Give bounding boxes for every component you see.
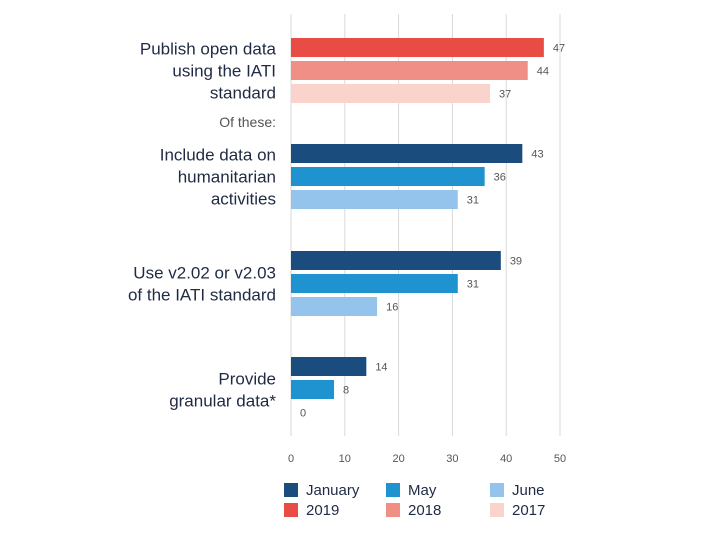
legend-label-june: June	[512, 481, 545, 499]
category-label-publish-open-data-line-2: using the IATI	[172, 62, 276, 81]
data-label-use-v2-02-or-v2-03-january: 39	[510, 256, 522, 268]
legend-item-2018: 2018	[386, 500, 441, 520]
legend: January May June 2019 2018 2017	[284, 480, 584, 524]
legend-swatch-january	[284, 483, 298, 497]
legend-label-may: May	[408, 481, 437, 499]
category-labels: Publish open data using the IATI standard I…	[128, 40, 277, 411]
data-label-include-data-on-january: 43	[531, 149, 543, 161]
category-label-use-v2-02-or-v2-03-line-1: Use v2.02 or v2.03	[133, 264, 276, 283]
legend-swatch-2019	[284, 503, 298, 517]
x-tick-label-20: 20	[392, 453, 404, 465]
legend-item-2019: 2019	[284, 500, 339, 520]
bar-publish-open-data-2017	[291, 84, 491, 103]
x-tick-label-0: 0	[288, 453, 294, 465]
separator-label: Of these:	[219, 114, 276, 130]
legend-swatch-2017	[490, 503, 504, 517]
bar-include-data-on-june	[291, 190, 458, 209]
category-label-publish-open-data-line-1: Publish open data	[140, 40, 277, 59]
category-label-include-data-on-line-1: Include data on	[160, 146, 276, 165]
x-axis-ticks: 0 10 20 30 40 50	[288, 453, 566, 465]
legend-swatch-june	[490, 483, 504, 497]
legend-item-2017: 2017	[490, 500, 545, 520]
category-label-provide-line-1: Provide	[218, 370, 276, 389]
legend-swatch-2018	[386, 503, 400, 517]
legend-item-june: June	[490, 480, 545, 500]
data-label-provide-january: 14	[375, 362, 387, 374]
legend-item-may: May	[386, 480, 436, 500]
bar-publish-open-data-2018	[291, 61, 528, 80]
x-tick-label-40: 40	[500, 453, 512, 465]
bar-provide-january	[291, 357, 367, 376]
legend-label-2017: 2017	[512, 501, 546, 519]
bar-include-data-on-may	[291, 167, 485, 186]
data-label-publish-open-data-2017: 37	[499, 89, 511, 101]
x-tick-label-50: 50	[554, 453, 566, 465]
category-label-include-data-on-line-2: humanitarian	[178, 168, 276, 187]
data-label-publish-open-data-2019: 47	[553, 43, 565, 55]
bar-provide-may	[291, 380, 335, 399]
x-tick-label-10: 10	[339, 453, 351, 465]
category-label-use-v2-02-or-v2-03-line-2: of the IATI standard	[128, 286, 276, 305]
bar-use-v2-02-or-v2-03-june	[291, 297, 378, 316]
category-label-include-data-on-line-3: activities	[211, 190, 276, 209]
data-label-provide-may: 8	[343, 385, 349, 397]
category-label-publish-open-data-line-3: standard	[210, 84, 276, 103]
bars: 47 44 37 43 36 31 39 31 16 14 8 0	[291, 38, 565, 420]
data-label-include-data-on-june: 31	[467, 195, 479, 207]
legend-label-2018: 2018	[408, 501, 442, 519]
legend-item-january: January	[284, 480, 359, 500]
data-label-include-data-on-may: 36	[494, 172, 506, 184]
bar-use-v2-02-or-v2-03-january	[291, 251, 501, 270]
legend-label-2019: 2019	[306, 501, 340, 519]
data-label-publish-open-data-2018: 44	[537, 66, 549, 78]
category-label-provide-line-2: granular data*	[169, 392, 276, 411]
bar-include-data-on-january	[291, 144, 523, 163]
legend-label-january: January	[306, 481, 360, 499]
data-label-use-v2-02-or-v2-03-june: 16	[386, 302, 398, 314]
bar-use-v2-02-or-v2-03-may	[291, 274, 458, 293]
data-label-provide-june: 0	[300, 408, 306, 420]
data-label-use-v2-02-or-v2-03-may: 31	[467, 279, 479, 291]
legend-swatch-may	[386, 483, 400, 497]
bar-publish-open-data-2019	[291, 38, 544, 57]
x-tick-label-30: 30	[446, 453, 458, 465]
